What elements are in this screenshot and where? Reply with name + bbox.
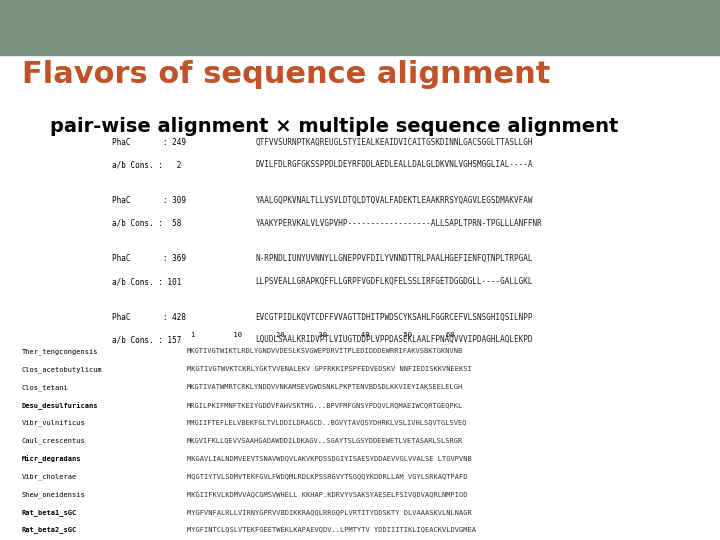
Text: MKGTIVGTWIKTLRDLYGNDVVDESLKSVGWEPDRVITPLEDIDDDEWRRIFAKVSBKTGKNVNB: MKGTIVGTWIKTLRDLYGNDVVDESLKSVGWEPDRVITPL… (187, 348, 464, 354)
Text: MKGVIFKLLQEVVSAAHGADAWDDILDKAGV..SGAYTSLGSYDDEEWETLVETASARLSLSRGR: MKGVIFKLLQEVVSAAHGADAWDDILDKAGV..SGAYTSL… (187, 437, 464, 443)
Text: Caul_crescentus: Caul_crescentus (22, 437, 86, 444)
Text: MKGAVLIALNDMVEEVTSNAVWDQVLAKVKPDSSDGIYISAESYDDAEVVGLVVALSE LTGVPVNB: MKGAVLIALNDMVEEVTSNAVWDQVLAKVKPDSSDGIYIS… (187, 455, 472, 461)
Text: Clos_tetani: Clos_tetani (22, 384, 68, 390)
Text: Micr_degradans: Micr_degradans (22, 455, 81, 463)
Text: DVILFDLRGFGKSSPPDLDEYRFDDLAEDLEALLDALGLDKVNLVGHSMGGLIAL----A: DVILFDLRGFGKSSPPDLDEYRFDDLAEDLEALLDALGLD… (256, 160, 533, 170)
Text: PhaC       : 428: PhaC : 428 (112, 313, 186, 322)
Text: 1         10        20        30        40        50        60: 1 10 20 30 40 50 60 (191, 332, 454, 338)
Text: PhaC       : 309: PhaC : 309 (112, 196, 186, 205)
Text: MQGTIYTVLSDMVTEKFGVLFWDQMLRDLKPSSRGVYTSGQQYKDDRLLAM VGYLSRKAQTPAFD: MQGTIYTVLSDMVTEKFGVLFWDQMLRDLKPSSRGVYTSG… (187, 473, 468, 479)
Text: Flavors of sequence alignment: Flavors of sequence alignment (22, 60, 550, 90)
Text: LLPSVEALLGRAPKQFFLLGRPFVGDFLKQFELSSLIRFGETDGGDGLL----GALLGKL: LLPSVEALLGRAPKQFFLLGRPFVGDFLKQFELSSLIRFG… (256, 277, 533, 286)
Text: MYGFINTCLQSLVTEKFGEETWEKLKAPAEVQDV..LPMTYTV YDDIIITIKLIQEACKVLDVGMEA: MYGFINTCLQSLVTEKFGEETWEKLKAPAEVQDV..LPMT… (187, 526, 476, 532)
Text: MKGIIFKVLKDMVVAQCGMSVWHELL KKHAP.KDRVYVSAKSYAESELFSIVQDVAQRLNMPIOD: MKGIIFKVLKDMVVAQCGMSVWHELL KKHAP.KDRVYVS… (187, 491, 468, 497)
Text: MYGFVNFALRLLVIRNYGPRVVBDIKKRAQQLRRGQPLVRTITYDDSKTY DLVAAASKVLNLNAGR: MYGFVNFALRLLVIRNYGPRVVBDIKKRAQQLRRGQPLVR… (187, 509, 472, 515)
Text: Clos_acetobutylicum: Clos_acetobutylicum (22, 366, 102, 373)
Text: a/b Cons. :   2: a/b Cons. : 2 (112, 160, 181, 170)
Text: LQUDLSAALKRIDVPTLVIUGTDDPLVPPDASEKLAALFPNAQVVVIPDAGHLAQLEKPD: LQUDLSAALKRIDVPTLVIUGTDDPLVPPDASEKLAALFP… (256, 335, 533, 345)
Text: MKGTIVGTWVKTCKRLYGKTVVENALEKV GPFRKKIPSPFEDVEDSKV NNFIEDISKKVNEEKSI: MKGTIVGTWVKTCKRLYGKTVVENALEKV GPFRKKIPSP… (187, 366, 472, 372)
Text: a/b Cons. : 157: a/b Cons. : 157 (112, 335, 181, 345)
Text: Shew_oneidensis: Shew_oneidensis (22, 491, 86, 497)
Text: Rat_beta1_sGC: Rat_beta1_sGC (22, 509, 77, 516)
Text: YAAKYPERVKALVLVGPVHP------------------ALLSAPLTPRN-TPGLLLANFFNR: YAAKYPERVKALVLVGPVHP------------------AL… (256, 219, 542, 228)
Text: QTFVVSURNPTKAQREUGLSTYIEALKEAIDVICAITGSKDINNLGACSGGLTTASLLGH: QTFVVSURNPTKAQREUGLSTYIEALKEAIDVICAITGSK… (256, 138, 533, 147)
Text: Vibr_cholerae: Vibr_cholerae (22, 473, 77, 480)
Text: a/b Cons. :  58: a/b Cons. : 58 (112, 219, 181, 228)
Text: MMGIIFTEFLELVBEKFGLTVLDDILDRAGCD..BGVYTAVQSYDHRKLVSLIVHLSQVTGLSVEQ: MMGIIFTEFLELVBEKFGLTVLDDILDRAGCD..BGVYTA… (187, 420, 468, 426)
Text: YAALGQPKVNALTLLVSVLDTQLDTQVALFADEKTLEAAKRRSYQAGVLEGSDMAKVFAW: YAALGQPKVNALTLLVSVLDTQLDTQVALFADEKTLEAAK… (256, 196, 533, 205)
Text: EVCGTPIDLKQVTCDFFVVAGTTDHITPWDSCYKSAHLFGGRCEFVLSNSGHIQSILNPP: EVCGTPIDLKQVTCDFFVVAGTTDHITPWDSCYKSAHLFG… (256, 313, 533, 322)
Text: Vibr_vulnificus: Vibr_vulnificus (22, 420, 86, 426)
Bar (0, 0, 720, 55)
Text: PhaC       : 369: PhaC : 369 (112, 254, 186, 264)
Text: pair-wise alignment × multiple sequence alignment: pair-wise alignment × multiple sequence … (50, 117, 618, 136)
Text: a/b Cons. : 101: a/b Cons. : 101 (112, 277, 181, 286)
Text: PhaC       : 249: PhaC : 249 (112, 138, 186, 147)
Text: Ther_tengcongensis: Ther_tengcongensis (22, 348, 98, 355)
Text: N-RPNDLIUNYUVNNYLLGNEPPVFDILYVNNDTTRLPAALHGEFIENFQTNPLTRPGAL: N-RPNDLIUNYUVNNYLLGNEPPVFDILYVNNDTTRLPAA… (256, 254, 533, 264)
Text: Rat_beta2_sGC: Rat_beta2_sGC (22, 526, 77, 534)
Text: MKGTIVATWMRTCRKLYNDDVVNKAMSEVGWDSNKLPKPTENVBDSDLKKVIEYIAKSEELELGH: MKGTIVATWMRTCRKLYNDDVVNKAMSEVGWDSNKLPKPT… (187, 384, 464, 390)
Text: Desu_desulfuricans: Desu_desulfuricans (22, 402, 98, 409)
Text: MRGILPKIFMNFTKEIYGDDVFAHVSKTMG...BPVFMFGNSYPDQVLRQMAEIWCQRTGEQPKL: MRGILPKIFMNFTKEIYGDDVFAHVSKTMG...BPVFMFG… (187, 402, 464, 408)
